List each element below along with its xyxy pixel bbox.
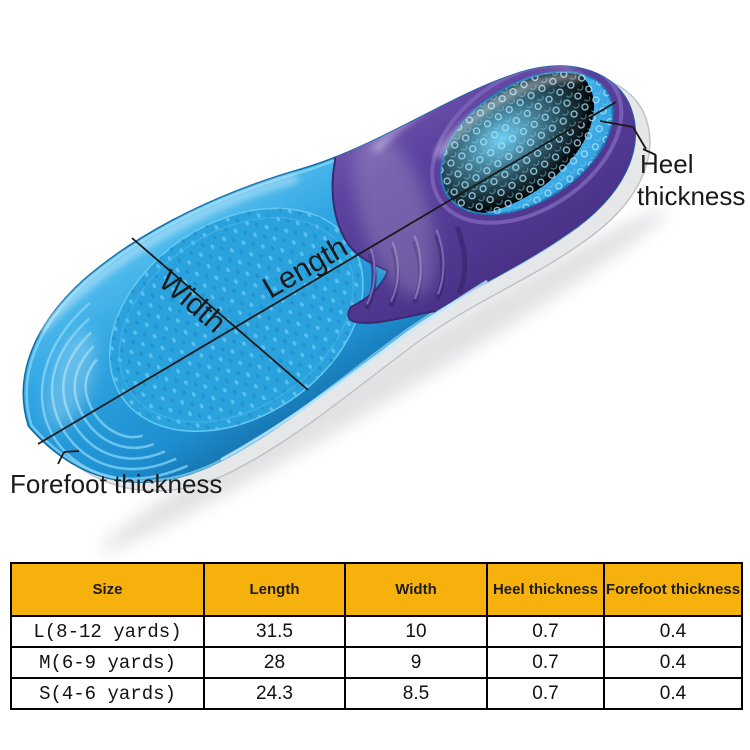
cell-length: 31.5 (203, 615, 346, 648)
insole-diagram: Length Width Heel thickness Forefoot thi… (10, 0, 745, 552)
forefoot-dimension-marks (57, 450, 80, 465)
cell-forefoot-thickness: 0.4 (603, 677, 743, 710)
forefoot-thickness-label: Forefoot thickness (10, 469, 222, 499)
heel-dimension-marks (599, 120, 657, 156)
cell-forefoot-thickness: 0.4 (603, 615, 743, 648)
forefoot-pad (108, 207, 364, 433)
table-row: M(6-9 yards) 28 9 0.7 0.4 (10, 646, 743, 679)
purple-gloss-mid (353, 132, 436, 297)
cell-heel-thickness: 0.7 (486, 615, 605, 648)
cell-size: S(4-6 yards) (10, 677, 205, 710)
cell-length: 28 (203, 646, 346, 679)
cell-width: 10 (344, 615, 488, 648)
header-size: Size (10, 562, 205, 617)
cell-heel-thickness: 0.7 (486, 646, 605, 679)
width-line (131, 237, 309, 391)
header-forefoot-thickness: Forefoot thickness (603, 562, 743, 617)
cell-heel-thickness: 0.7 (486, 677, 605, 710)
length-line (37, 101, 617, 445)
cell-forefoot-thickness: 0.4 (603, 646, 743, 679)
header-length: Length (203, 562, 346, 617)
toe-gloss (45, 332, 96, 428)
cell-size: L(8-12 yards) (10, 615, 205, 648)
cell-width: 9 (344, 646, 488, 679)
size-table-header-row: Size Length Width Heel thickness Forefoo… (10, 562, 743, 617)
cell-size: M(6-9 yards) (10, 646, 205, 679)
forefoot-gloss (36, 174, 299, 334)
bottom-rim-light (220, 279, 489, 461)
heel-thickness-label-line1: Heel (640, 149, 693, 179)
header-heel-thickness: Heel thickness (486, 562, 605, 617)
cell-width: 8.5 (344, 677, 488, 710)
heel-oval-gloss (435, 73, 582, 159)
table-row: L(8-12 yards) 31.5 10 0.7 0.4 (10, 615, 743, 648)
cell-length: 24.3 (203, 677, 346, 710)
size-table: Size Length Width Heel thickness Forefoo… (10, 562, 743, 710)
header-width: Width (344, 562, 488, 617)
heel-thickness-label-line2: thickness (637, 181, 745, 211)
table-row: S(4-6 yards) 24.3 8.5 0.7 0.4 (10, 677, 743, 710)
